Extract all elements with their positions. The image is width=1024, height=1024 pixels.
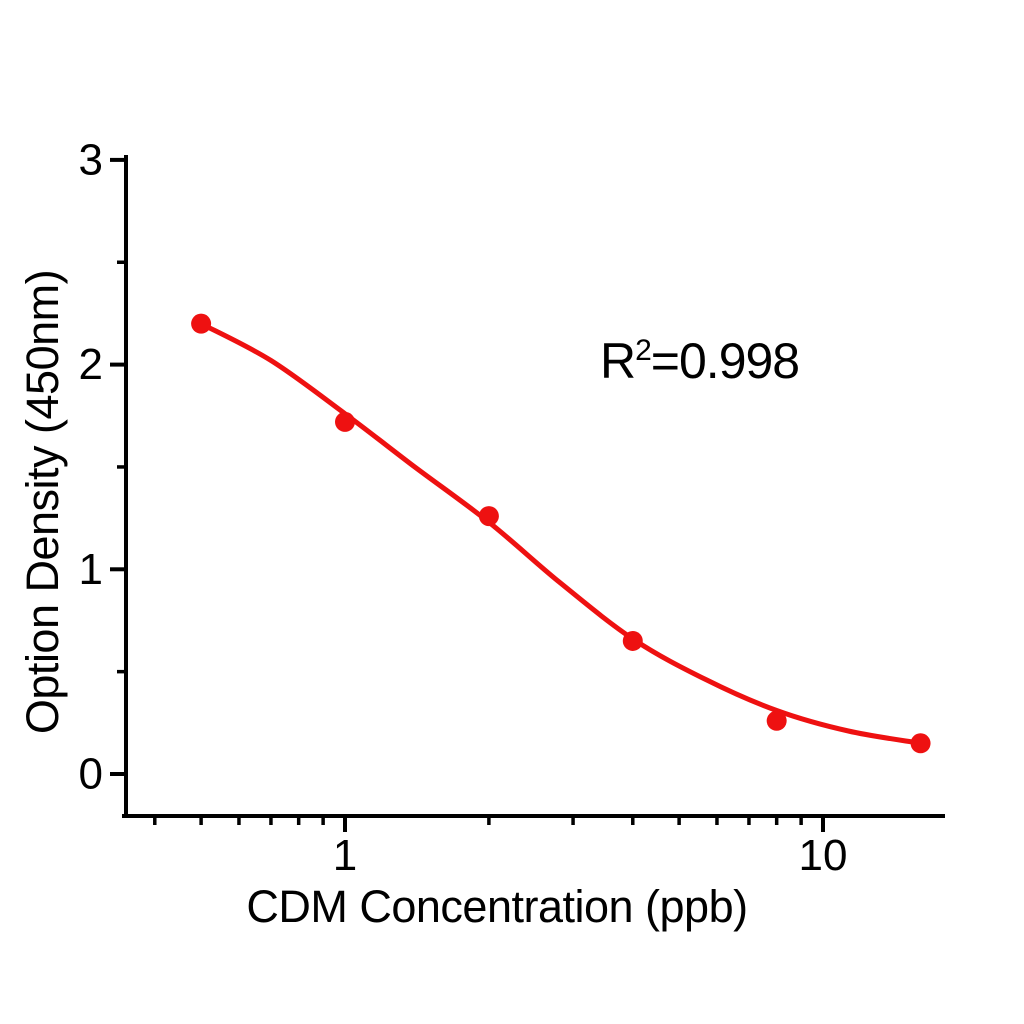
plot-area <box>191 313 931 754</box>
data-point <box>191 313 212 334</box>
data-point <box>910 733 931 754</box>
x-tick-label: 10 <box>799 831 848 880</box>
r-squared-annotation: R2=0.998 <box>600 333 799 389</box>
y-axis-title: Option Density (450nm) <box>17 270 68 734</box>
data-point <box>766 710 787 731</box>
x-tick-label: 1 <box>333 831 357 880</box>
data-point <box>478 506 499 527</box>
y-tick-label: 1 <box>79 545 103 594</box>
axes: 0 1 2 3 1 10 <box>79 135 945 880</box>
data-point <box>622 630 643 651</box>
y-tick-label: 2 <box>79 340 103 389</box>
x-axis-title: CDM Concentration (ppb) <box>246 881 747 932</box>
data-point <box>335 411 355 432</box>
y-tick-label: 0 <box>79 750 103 799</box>
y-tick-label: 3 <box>79 135 103 184</box>
fit-curve <box>198 321 924 746</box>
